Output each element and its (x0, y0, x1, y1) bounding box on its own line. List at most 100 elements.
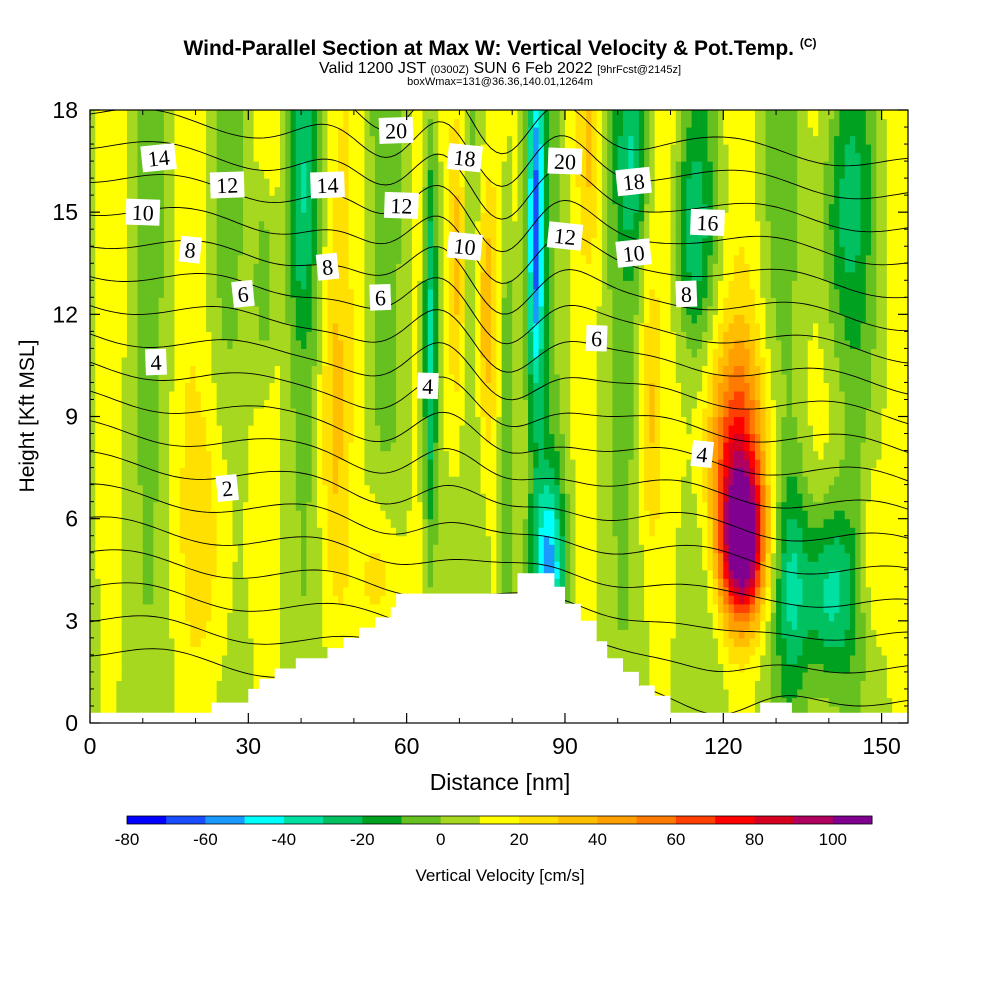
copyright-mark: (C) (799, 36, 817, 50)
colorbar-swatch (558, 816, 598, 824)
colorbar-swatch (401, 816, 442, 824)
y-axis-label: Height [Kft MSL] (16, 340, 39, 493)
colorbar-swatch (166, 816, 206, 824)
y-tick-label: 0 (65, 710, 78, 736)
contour-label: 8 (675, 280, 698, 308)
contour-label: 6 (369, 283, 392, 311)
colorbar-tick-label: 80 (745, 830, 764, 849)
contour-label: 10 (446, 231, 483, 261)
colorbar-tick-label: -60 (193, 830, 218, 849)
contour-label: 6 (585, 324, 608, 352)
contour-label: 14 (310, 171, 345, 199)
contour-label-text: 12 (553, 223, 577, 250)
contour-label: 6 (231, 279, 255, 308)
contour-label-text: 4 (695, 441, 709, 467)
colorbar-swatch (479, 816, 520, 824)
contour-label: 16 (690, 208, 725, 236)
contour-label: 4 (690, 439, 715, 469)
terrain (90, 573, 908, 723)
colorbar-tick-label: 40 (588, 830, 607, 849)
colorbar-label: Vertical Velocity [cm/s] (415, 866, 584, 885)
colorbar-tick-label: 0 (436, 830, 445, 849)
contour-label-text: 16 (696, 210, 719, 236)
contour-label-text: 10 (452, 233, 476, 260)
x-tick-label: 60 (394, 733, 420, 759)
colorbar-swatch (636, 816, 677, 824)
colorbar-swatch (244, 816, 285, 824)
colorbar-swatch (323, 816, 363, 824)
y-tick-label: 12 (52, 301, 78, 327)
contour-label-text: 20 (385, 118, 408, 144)
contour-label-text: 8 (321, 254, 335, 280)
colorbar-tick-label: -20 (350, 830, 375, 849)
x-tick-label: 90 (552, 733, 578, 759)
contour-label: 12 (546, 221, 584, 251)
colorbar-swatch (205, 816, 246, 824)
colorbar-swatch (597, 816, 638, 824)
theta-contour-line (90, 333, 908, 425)
y-tick-label: 9 (65, 404, 78, 430)
colorbar-swatch (832, 816, 873, 824)
colorbar-tick-label: -40 (272, 830, 297, 849)
contour-label-text: 20 (554, 149, 577, 175)
contour-label-text: 4 (150, 350, 162, 375)
contour-label-text: 10 (131, 200, 154, 226)
colorbar-swatch (283, 816, 324, 824)
axes: 0 30 60 90 120 150 0 3 6 9 12 15 18 (52, 97, 908, 759)
x-axis-label: Distance [nm] (430, 769, 571, 795)
contour-label: 20 (547, 147, 583, 175)
contour-label: 12 (209, 171, 245, 199)
chart-box-info: boxWmax=131@36.36,140.01,1264m (407, 76, 593, 88)
colorbar: -80 -60 -40 -20 0 20 40 60 80 100 (115, 815, 873, 849)
theta-contour-line (90, 361, 908, 453)
colorbar-tick-label: 100 (819, 830, 847, 849)
colorbar-swatch (754, 816, 795, 824)
theta-contour-line (90, 240, 908, 332)
theta-contour-line (90, 420, 908, 510)
contour-label: 2 (215, 473, 240, 503)
contour-label: 8 (315, 252, 340, 281)
contour-label: 20 (378, 116, 414, 144)
theta-contour-line (90, 141, 908, 233)
x-tick-label: 0 (84, 733, 97, 759)
contour-label-text: 12 (390, 193, 413, 219)
colorbar-swatch (127, 816, 167, 824)
contour-label: 4 (416, 372, 439, 400)
contour-label-text: 14 (146, 145, 170, 172)
theta-contour-line (90, 110, 908, 200)
contour-label-text: 18 (621, 168, 645, 195)
colorbar-tick-label: -80 (115, 830, 140, 849)
contour-label-text: 12 (216, 173, 239, 199)
contour-label-text: 6 (236, 281, 250, 307)
theta-contour-line (354, 110, 908, 167)
colorbar-tick-label: 20 (510, 830, 529, 849)
colorbar-swatch (519, 816, 559, 824)
y-tick-label: 15 (52, 199, 78, 225)
contour-label-text: 8 (680, 282, 692, 307)
contour-label: 10 (615, 238, 652, 268)
colorbar-swatch (440, 816, 481, 824)
colorbar-swatch (675, 816, 716, 824)
contour-label: 14 (140, 142, 177, 173)
contour-label-text: 6 (374, 285, 386, 310)
terrain-mask (90, 573, 908, 723)
theta-contour-line (90, 516, 908, 608)
colorbar-frame (126, 815, 873, 825)
colorbar-tick-label: 60 (666, 830, 685, 849)
theta-contour-line (90, 273, 908, 364)
theta-contour-line (90, 207, 908, 299)
contour-label: 18 (615, 166, 652, 197)
contour-label-text: 6 (591, 326, 603, 351)
contour-label-text: 18 (452, 145, 476, 172)
contour-label: 12 (383, 191, 419, 219)
contour-label: 18 (446, 142, 483, 173)
chart-subtitle: Valid 1200 JST (0300Z) SUN 6 Feb 2022 [9… (318, 60, 682, 77)
contour-label-text: 2 (220, 475, 234, 501)
contour-label-text: 4 (422, 374, 434, 399)
colorbar-swatch (362, 816, 402, 824)
y-tick-label: 6 (65, 506, 78, 532)
contour-label: 4 (145, 348, 167, 376)
theta-contour-line (90, 390, 908, 482)
contour-label: 8 (178, 235, 203, 264)
